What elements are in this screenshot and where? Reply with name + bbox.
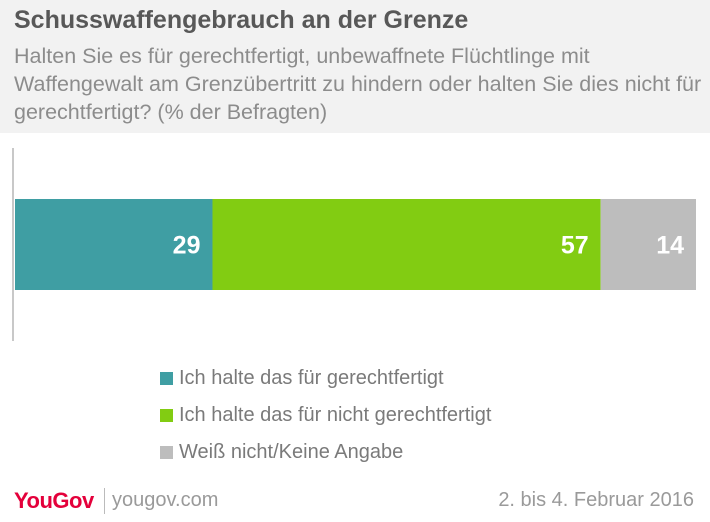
legend-swatch	[160, 409, 173, 422]
legend-swatch	[160, 372, 173, 385]
bar-segment-1	[15, 199, 213, 290]
yougov-logo: YouGov	[14, 488, 94, 513]
survey-date: 2. bis 4. Februar 2016	[498, 489, 694, 511]
data-label-2: 57	[561, 232, 589, 260]
stacked-bar-chart: 29 57 14	[15, 199, 696, 290]
footer-url[interactable]: yougov.com	[112, 489, 219, 511]
bar-segment-3	[600, 199, 696, 290]
legend-label: Weiß nicht/Keine Angabe	[179, 441, 404, 463]
chart-title: Schusswaffengebrauch an der Grenze	[14, 6, 469, 34]
header-panel: Schusswaffengebrauch an der Grenze Halte…	[0, 0, 710, 133]
legend-label: Ich halte das für gerechtfertigt	[179, 367, 444, 389]
legend-item-2: Ich halte das für nicht gerechtfertigt	[160, 397, 491, 434]
data-label-1: 29	[173, 232, 201, 260]
legend-swatch	[160, 446, 173, 459]
legend: Ich halte das für gerechtfertigt Ich halt…	[160, 360, 491, 471]
legend-item-1: Ich halte das für gerechtfertigt	[160, 360, 491, 397]
data-label-3: 14	[656, 232, 684, 260]
chart-subtitle: Halten Sie es für gerechtfertigt, unbewa…	[14, 44, 702, 124]
footer-separator	[104, 488, 105, 514]
legend-item-3: Weiß nicht/Keine Angabe	[160, 434, 491, 471]
bar-segment-2	[212, 199, 601, 290]
axis-line	[12, 148, 14, 341]
legend-label: Ich halte das für nicht gerechtfertigt	[179, 404, 492, 426]
